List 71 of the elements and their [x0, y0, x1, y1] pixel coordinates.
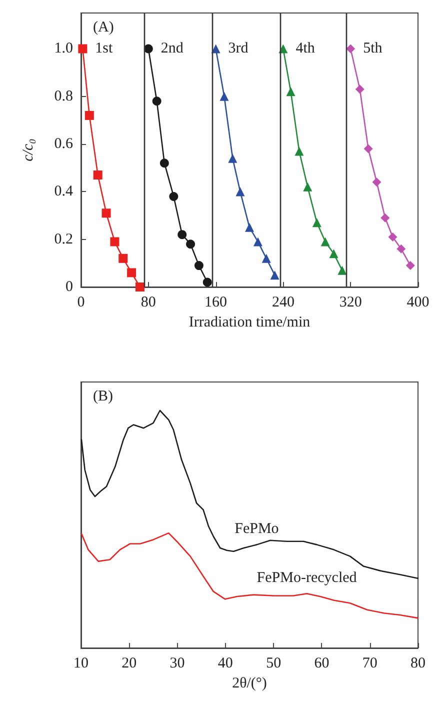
x-tick-label: 160 — [204, 294, 228, 310]
series-label: 5th — [363, 40, 383, 57]
point — [364, 144, 373, 154]
x-tick-label: 0 — [77, 294, 85, 310]
point — [245, 222, 254, 232]
point — [144, 44, 153, 54]
point — [338, 266, 347, 275]
point — [211, 44, 220, 54]
x-tick-label: 20 — [122, 656, 137, 672]
series-label: FePMo-recycled — [256, 570, 358, 586]
chart-title: (B) — [93, 388, 113, 404]
point — [127, 268, 136, 278]
x-tick-label: 70 — [362, 656, 378, 672]
y-tick-label: 1.0 — [54, 40, 73, 57]
point — [220, 92, 229, 101]
x-tick-label: 30 — [170, 656, 185, 672]
point — [303, 182, 312, 192]
x-tick-label: 80 — [140, 294, 156, 310]
point — [78, 44, 88, 54]
series-label: 2nd — [160, 40, 184, 57]
y-tick-label: 0.8 — [54, 88, 73, 104]
point — [110, 237, 120, 246]
point — [372, 178, 382, 187]
point — [202, 278, 212, 287]
point — [93, 170, 102, 180]
point — [355, 84, 364, 94]
point — [346, 44, 356, 54]
point — [380, 213, 390, 222]
point — [152, 96, 162, 106]
point — [118, 254, 128, 263]
x-tick-label: 60 — [314, 656, 330, 672]
y-axis-title: c/c₀ — [20, 138, 36, 162]
x-axis-title: Irradiation time/min — [188, 314, 311, 330]
point — [294, 146, 304, 156]
point — [320, 237, 330, 246]
x-axis-title: 2θ/(°) — [232, 676, 267, 692]
point — [135, 282, 144, 292]
point — [388, 232, 398, 242]
x-tick-label: 10 — [74, 656, 88, 672]
x-tick-label: 240 — [272, 294, 294, 310]
point — [178, 230, 187, 240]
y-tick-label: 0 — [66, 279, 73, 295]
point — [329, 249, 338, 258]
point — [236, 187, 245, 196]
series-label: 1st — [95, 40, 114, 57]
x-tick-label: 80 — [410, 656, 426, 672]
y-tick-label: 0.6 — [54, 136, 74, 152]
x-tick-label: 320 — [339, 294, 362, 310]
point — [228, 154, 238, 163]
point — [270, 270, 280, 280]
y-tick-label: 0.4 — [54, 184, 74, 200]
series-label: FePMo — [234, 521, 279, 538]
point — [262, 254, 271, 263]
point — [102, 208, 111, 218]
point — [160, 158, 169, 168]
chart-title: (A) — [93, 20, 114, 36]
point — [406, 261, 415, 270]
y-tick-label: 0.2 — [54, 231, 73, 248]
series-label: 3rd — [228, 40, 249, 57]
x-tick-label: 50 — [266, 656, 282, 672]
point — [169, 192, 178, 201]
point — [312, 218, 322, 228]
point — [194, 261, 204, 270]
point — [286, 87, 296, 96]
x-tick-label: 400 — [406, 294, 430, 310]
series-label: 4th — [296, 40, 316, 57]
point — [84, 110, 94, 120]
point — [186, 240, 196, 249]
x-tick-label: 40 — [218, 656, 233, 672]
point — [253, 237, 262, 246]
point — [396, 244, 406, 254]
